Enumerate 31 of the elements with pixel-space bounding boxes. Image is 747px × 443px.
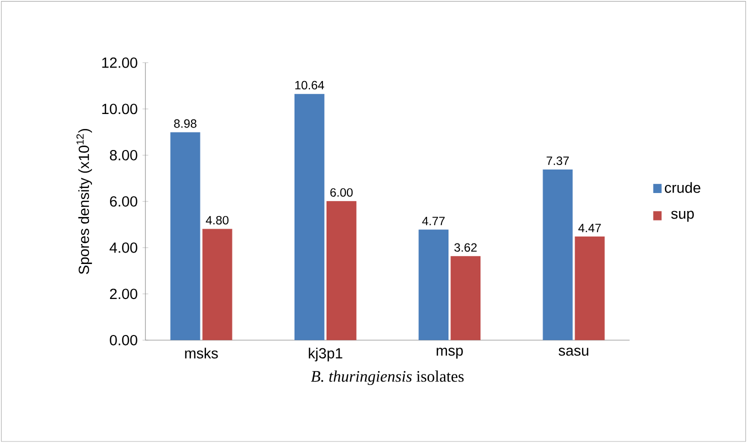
data-label: 4.47 bbox=[578, 224, 601, 232]
y-tick-label: 4.00 bbox=[110, 242, 138, 253]
bar bbox=[418, 230, 449, 340]
y-tick-label: 12.00 bbox=[102, 58, 138, 68]
data-label: 4.80 bbox=[206, 216, 228, 225]
bar bbox=[170, 132, 200, 340]
x-tick-label: kj3p1 bbox=[308, 348, 342, 362]
data-label: 4.77 bbox=[422, 216, 445, 226]
y-axis-title: Spores density (x10$^{12}$) bbox=[76, 129, 92, 274]
data-label: 7.37 bbox=[546, 156, 569, 166]
x-tick-label: msks bbox=[185, 348, 218, 359]
x-axis-title: B. thuringiensis isolates bbox=[310, 370, 464, 386]
legend-label: crude bbox=[664, 182, 700, 193]
data-label: 6.00 bbox=[330, 188, 353, 197]
data-label: 10.64 bbox=[295, 80, 324, 90]
data-label: 3.62 bbox=[454, 243, 477, 252]
data-label: 8.98 bbox=[174, 119, 196, 128]
y-tick-label: 6.00 bbox=[110, 196, 138, 207]
bar bbox=[202, 228, 232, 340]
bar bbox=[326, 201, 356, 340]
x-tick-label: sasu bbox=[558, 348, 588, 356]
x-tick-label: msp bbox=[436, 348, 463, 359]
legend-label: sup bbox=[671, 210, 694, 222]
y-tick-label: 8.00 bbox=[110, 150, 138, 160]
y-tick-label: 10.00 bbox=[102, 104, 138, 114]
bar bbox=[294, 94, 324, 340]
bar bbox=[574, 236, 605, 340]
bar bbox=[542, 170, 573, 340]
bar bbox=[450, 256, 481, 340]
y-tick-label: 0.00 bbox=[110, 335, 138, 346]
y-tick-label: 2.00 bbox=[110, 288, 138, 300]
